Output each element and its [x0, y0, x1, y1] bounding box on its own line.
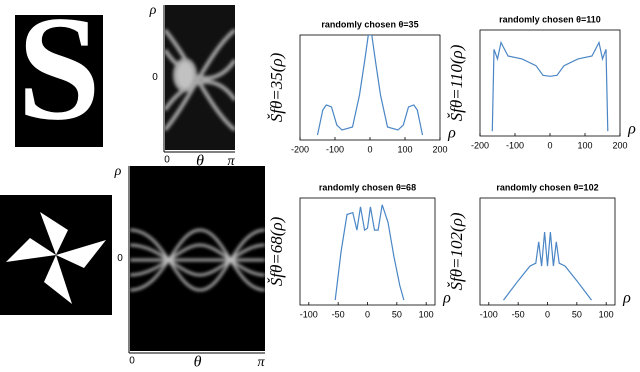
x-tick-label: 100: [577, 140, 592, 150]
sinogram-bottom: [130, 166, 265, 351]
line-series: [334, 204, 405, 301]
x-tick-label: 0: [367, 144, 372, 154]
x-label: θ: [196, 153, 204, 170]
x-tick-label: -200: [291, 144, 309, 154]
x-tick-label: -100: [300, 309, 318, 319]
x-label: θ: [194, 354, 202, 371]
y-label: Šfθ=35(ρ): [267, 52, 286, 122]
y-tick-label: 0: [117, 253, 123, 264]
y-label: Šfθ=68(ρ): [267, 216, 286, 286]
chart-title: randomly chosen θ=68: [319, 182, 416, 192]
line-series: [503, 231, 592, 301]
image-s-letter: S: [17, 0, 100, 151]
y-label: ρ: [114, 164, 122, 179]
x-tick-label: π: [257, 355, 265, 370]
x-label: ρ: [627, 121, 636, 138]
star-shape: [6, 212, 106, 304]
x-tick-label: 0: [365, 309, 370, 319]
y-tick-label: 0: [152, 72, 158, 83]
x-tick-label: 0: [545, 309, 550, 319]
x-tick-label: -100: [506, 140, 524, 150]
x-tick-label: 0: [129, 356, 135, 367]
plot-frame: [479, 197, 616, 306]
plot-frame: [299, 34, 441, 141]
x-tick-label: 50: [572, 309, 582, 319]
x-label: ρ: [622, 290, 631, 307]
x-label: ρ: [442, 290, 451, 307]
image-s: [15, 15, 103, 147]
x-tick-label: 100: [599, 309, 614, 319]
x-tick-label: 0: [547, 140, 552, 150]
x-tick-label: -50: [512, 309, 525, 319]
x-tick-label: 200: [612, 140, 627, 150]
x-label: ρ: [447, 125, 456, 142]
x-tick-label: -50: [332, 309, 345, 319]
x-tick-label: 50: [392, 309, 402, 319]
x-tick-label: -200: [471, 140, 489, 150]
x-tick-label: 100: [397, 144, 412, 154]
line-series: [491, 40, 609, 132]
y-label: Šfθ=102(ρ): [447, 212, 466, 290]
x-tick-label: π: [227, 154, 235, 169]
line-series: [316, 35, 424, 136]
x-tick-label: 200: [432, 144, 447, 154]
x-tick-label: 100: [419, 309, 434, 319]
chart-title: randomly chosen θ=102: [496, 182, 598, 192]
x-tick-label: 0: [164, 155, 170, 166]
x-tick-label: -100: [326, 144, 344, 154]
chart-title: randomly chosen θ=110: [499, 14, 601, 24]
y-label: Šfθ=110(ρ): [447, 44, 466, 121]
sinogram-top: [165, 5, 235, 150]
chart-title: randomly chosen θ=35: [321, 19, 418, 29]
plot-frame: [299, 197, 436, 306]
x-tick-label: -100: [480, 309, 498, 319]
plot-frame: [479, 29, 621, 137]
y-label: ρ: [149, 3, 157, 18]
